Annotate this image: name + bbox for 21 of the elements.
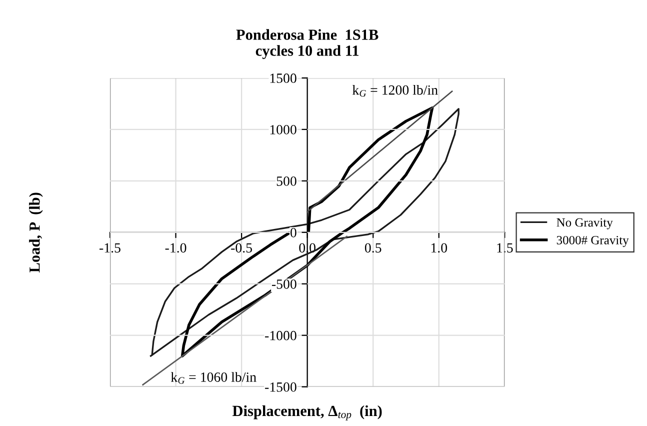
x-tick-label: -1.5 <box>100 243 120 253</box>
legend-label: 3000# Gravity <box>556 236 629 247</box>
x-tick-label: 1.5 <box>497 243 513 253</box>
y-tick-label: -500 <box>272 279 296 289</box>
x-tick-label: 1.0 <box>431 243 448 253</box>
legend-label: No Gravity <box>556 218 613 230</box>
x-axis-title: Displacement, Δ$_{top}$ (in) <box>232 405 382 420</box>
x-tick-label: -1.0 <box>165 243 186 253</box>
x-tick-label: -0.5 <box>231 243 252 253</box>
y-tick-label: -1000 <box>265 330 296 340</box>
y-tick-label: 500 <box>276 176 296 186</box>
chart-title: Ponderosa Pine 1S1B cycles 10 and 11 <box>236 29 378 60</box>
y-tick-label: 1500 <box>270 74 296 83</box>
line-series <box>150 108 460 357</box>
annotation: k$_{G}$ = 1200 lb/in <box>352 84 438 97</box>
y-tick-label: 1000 <box>270 125 296 134</box>
annotation: k$_{G}$ = 1060 lb/in <box>170 372 256 384</box>
y-tick-label: 0 <box>290 228 296 238</box>
y-axis-title: Load, P (lb) <box>29 192 43 272</box>
x-tick-label: 0.5 <box>364 243 382 253</box>
y-tick-label: -1500 <box>265 382 296 392</box>
